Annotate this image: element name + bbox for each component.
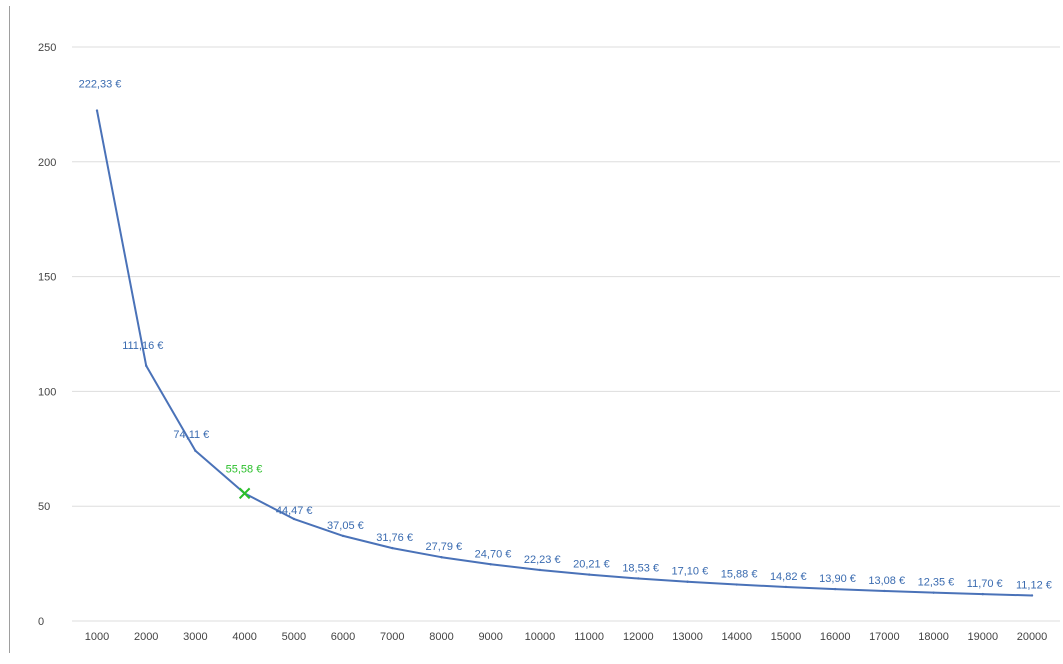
- y-tick-label: 100: [38, 386, 56, 398]
- data-label: 11,70 €: [967, 578, 1003, 590]
- data-point: [932, 591, 935, 594]
- x-tick-label: 3000: [183, 631, 207, 643]
- x-tick-label: 18000: [918, 631, 949, 643]
- y-tick-label: 150: [38, 272, 56, 284]
- data-point: [686, 580, 689, 583]
- x-tick-label: 11000: [574, 631, 604, 643]
- x-tick-label: 6000: [331, 631, 355, 643]
- data-label: 74,11 €: [173, 429, 209, 441]
- data-point: [292, 517, 296, 521]
- highlighted-data-label: 55,58 €: [226, 463, 263, 475]
- data-point: [587, 573, 591, 576]
- data-point: [95, 109, 99, 112]
- data-point: [637, 577, 640, 580]
- data-label: 44,47 €: [276, 505, 313, 517]
- data-label: 13,90 €: [819, 573, 856, 585]
- data-label: 17,10 €: [672, 566, 709, 578]
- x-tick-label: 10000: [525, 631, 556, 643]
- data-point: [194, 449, 197, 453]
- x-tick-label: 16000: [820, 631, 851, 643]
- data-point: [440, 555, 443, 559]
- data-point: [981, 592, 984, 596]
- y-tick-label: 200: [38, 157, 56, 169]
- highlight-marker-stroke: [238, 487, 251, 500]
- x-tick-label: 8000: [429, 631, 453, 643]
- y-tick-label: 50: [38, 501, 50, 513]
- data-label: 27,79 €: [425, 541, 462, 553]
- y-tick-label: 0: [38, 616, 44, 628]
- data-label: 37,05 €: [327, 520, 364, 532]
- data-label: 20,21 €: [573, 559, 610, 571]
- x-tick-label: 9000: [478, 631, 502, 643]
- data-label: 24,70 €: [475, 548, 512, 560]
- data-label: 31,76 €: [376, 532, 413, 544]
- x-tick-label: 14000: [721, 631, 752, 643]
- x-tick-label: 1000: [85, 631, 109, 643]
- data-point: [538, 568, 542, 572]
- x-tick-label: 15000: [771, 631, 802, 643]
- data-point: [391, 546, 394, 550]
- x-tick-label: 17000: [869, 631, 900, 643]
- data-point: [784, 585, 788, 589]
- y-tick-label: 250: [38, 42, 56, 54]
- data-point: [883, 589, 886, 593]
- x-tick-label: 7000: [380, 631, 404, 643]
- data-label: 11,12 €: [1016, 579, 1052, 591]
- x-tick-label: 5000: [282, 631, 306, 643]
- data-point: [1030, 594, 1034, 597]
- data-label: 22,23 €: [524, 554, 561, 566]
- x-tick-label: 19000: [967, 631, 998, 643]
- data-label: 18,53 €: [622, 562, 659, 574]
- x-tick-label: 12000: [623, 631, 654, 643]
- data-label: 222,33 €: [79, 79, 122, 91]
- data-point: [833, 587, 837, 591]
- x-tick-label: 2000: [134, 631, 158, 643]
- data-point: [489, 563, 492, 566]
- data-point: [145, 364, 148, 367]
- x-tick-label: 20000: [1017, 631, 1048, 643]
- highlight-marker: [238, 487, 251, 500]
- data-label: 111,16 €: [122, 340, 163, 352]
- data-label: 13,08 €: [868, 575, 905, 587]
- data-label: 15,88 €: [721, 569, 758, 581]
- x-tick-label: 4000: [232, 631, 256, 643]
- data-label: 12,35 €: [918, 577, 955, 589]
- x-tick-label: 13000: [672, 631, 703, 643]
- chart-left-border: [9, 6, 10, 653]
- data-label: 14,82 €: [770, 571, 807, 583]
- data-point: [341, 534, 345, 538]
- data-point: [735, 583, 738, 586]
- series-line: [96, 110, 1033, 597]
